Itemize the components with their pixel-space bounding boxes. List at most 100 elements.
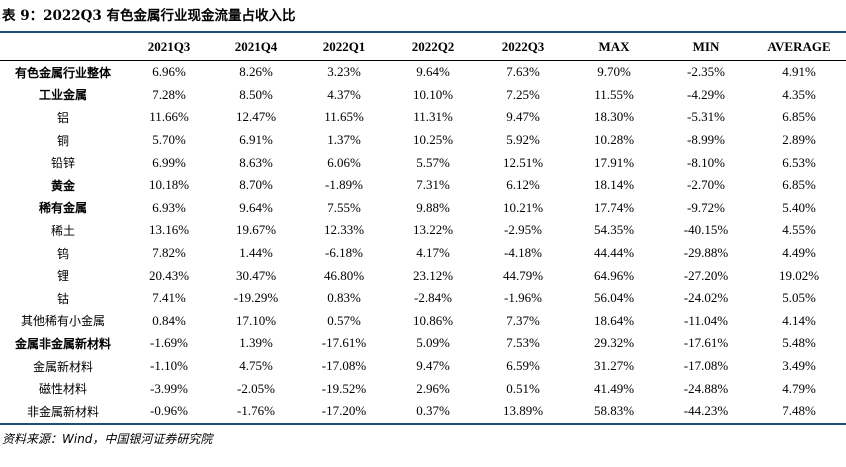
value-cell: -1.76%	[212, 399, 300, 425]
value-cell: 19.67%	[235, 222, 277, 238]
value-cell: 6.91%	[239, 132, 273, 148]
value-cell: 5.40%	[782, 199, 816, 215]
value-cell: 19.02%	[778, 267, 820, 283]
value-cell: 10.21%	[502, 199, 544, 215]
value-cell: -1.96%	[504, 290, 542, 306]
value-cell: 18.64%	[593, 312, 635, 328]
value-cell: 5.05%	[782, 290, 816, 306]
value-cell: 8.26%	[239, 64, 273, 80]
header-cell: 2022Q3	[478, 34, 568, 61]
header-cell: 2022Q2	[388, 34, 478, 61]
row-label: 金属新材料	[32, 359, 93, 374]
value-cell: 9.88%	[416, 199, 450, 215]
table-row: 铜 5.70% 6.91% 1.37% 10.25% 5.92% 10.28% -8.99% 2…	[0, 129, 846, 152]
value-cell: -2.70%	[687, 177, 725, 193]
value-cell: -2.95%	[504, 222, 542, 238]
value-cell: 4.14%	[782, 312, 816, 328]
value-cell: -17.61%	[683, 335, 729, 351]
value-cell: 8.63%	[239, 154, 273, 170]
value-cell: 9.70%	[597, 64, 631, 80]
source-note: 资料来源：Wind，中国银河证券研究院	[2, 432, 213, 446]
value-cell: 0.51%	[506, 380, 540, 396]
value-cell: 6.59%	[506, 358, 540, 374]
value-cell: 7.31%	[416, 177, 450, 193]
table-row: 金属非金属新材料 -1.69% 1.39% -17.61% 5.09% 7.53% 29.3…	[0, 332, 846, 355]
row-label: 工业金属	[38, 88, 87, 103]
value-cell: 64.96%	[593, 267, 635, 283]
value-cell: -27.20%	[683, 267, 729, 283]
value-cell: -1.10%	[150, 358, 188, 374]
table-row: 工业金属 7.28% 8.50% 4.37% 10.10% 7.25% 11.55% -4.2…	[0, 84, 846, 107]
value-cell: 7.28%	[152, 86, 186, 102]
value-cell: 9.47%	[416, 358, 450, 374]
value-cell: -44.23%	[660, 399, 752, 425]
value-cell: 1.39%	[239, 335, 273, 351]
value-cell: -4.18%	[504, 245, 542, 261]
value-cell: 6.85%	[782, 177, 816, 193]
value-cell: 2.96%	[416, 380, 450, 396]
title-divider	[0, 31, 846, 33]
value-cell: 6.99%	[152, 154, 186, 170]
value-cell: 20.43%	[148, 267, 190, 283]
value-cell: 7.37%	[506, 312, 540, 328]
row-label: 铅锌	[50, 156, 75, 171]
row-label: 其他稀有小金属	[20, 314, 105, 329]
value-cell: -0.96%	[126, 399, 212, 425]
header-cell-blank	[0, 34, 126, 61]
value-cell: 7.48%	[752, 399, 846, 425]
value-cell: 0.57%	[327, 312, 361, 328]
table-row: 黄金 10.18% 8.70% -1.89% 7.31% 6.12% 18.14% -2.70…	[0, 174, 846, 197]
value-cell: 5.57%	[416, 154, 450, 170]
value-cell: -8.10%	[687, 154, 725, 170]
table-row: 铝 11.66% 12.47% 11.65% 11.31% 9.47% 18.30% -5.3…	[0, 106, 846, 129]
value-cell: 4.79%	[782, 380, 816, 396]
value-cell: 7.53%	[506, 335, 540, 351]
value-cell: 1.44%	[239, 245, 273, 261]
value-cell: 3.49%	[782, 358, 816, 374]
table-row: 稀土 13.16% 19.67% 12.33% 13.22% -2.95% 54.35% -4…	[0, 219, 846, 242]
value-cell: 6.12%	[506, 177, 540, 193]
value-cell: -19.52%	[321, 380, 367, 396]
row-label: 钨	[56, 246, 69, 261]
value-cell: 44.79%	[502, 267, 544, 283]
value-cell: -4.29%	[687, 86, 725, 102]
value-cell: 7.82%	[152, 245, 186, 261]
value-cell: -2.05%	[237, 380, 275, 396]
value-cell: 11.55%	[594, 86, 634, 102]
value-cell: 10.25%	[412, 132, 454, 148]
value-cell: 18.14%	[593, 177, 635, 193]
value-cell: -9.72%	[687, 199, 725, 215]
value-cell: -2.84%	[414, 290, 452, 306]
value-cell: 12.47%	[235, 109, 277, 125]
value-cell: 5.48%	[782, 335, 816, 351]
value-cell: 46.80%	[323, 267, 365, 283]
table-row: 钴 7.41% -19.29% 0.83% -2.84% -1.96% 56.04% -24.…	[0, 287, 846, 310]
table-row: 有色金属行业整体 6.96% 8.26% 3.23% 9.64% 7.63% 9.70% -2…	[0, 61, 846, 84]
table-title: 表 9：2022Q3 有色金属行业现金流量占收入比	[2, 8, 296, 24]
value-cell: 6.06%	[327, 154, 361, 170]
value-cell: 0.83%	[327, 290, 361, 306]
value-cell: 4.17%	[416, 245, 450, 261]
value-cell: 8.70%	[239, 177, 273, 193]
value-cell: 56.04%	[593, 290, 635, 306]
table-header-row: 2021Q3 2021Q4 2022Q1 2022Q2 2022Q3 MAX MIN AVER…	[0, 34, 846, 61]
row-label: 金属非金属新材料	[14, 336, 111, 351]
value-cell: 31.27%	[593, 358, 635, 374]
value-cell: 6.93%	[152, 199, 186, 215]
table-row: 钨 7.82% 1.44% -6.18% 4.17% -4.18% 44.44% -29.88…	[0, 242, 846, 265]
value-cell: 9.64%	[239, 199, 273, 215]
value-cell: 12.51%	[502, 154, 544, 170]
value-cell: -19.29%	[233, 290, 279, 306]
value-cell: 9.64%	[416, 64, 450, 80]
value-cell: 4.49%	[782, 245, 816, 261]
value-cell: 17.74%	[593, 199, 635, 215]
value-cell: 2.89%	[782, 132, 816, 148]
table-row: 非金属新材料 -0.96% -1.76% -17.20% 0.37% 13.89% 58.8…	[0, 399, 846, 425]
value-cell: -6.18%	[325, 245, 363, 261]
value-cell: 12.33%	[323, 222, 365, 238]
value-cell: 6.96%	[152, 64, 186, 80]
cashflow-ratio-table: 2021Q3 2021Q4 2022Q1 2022Q2 2022Q3 MAX MIN AVER…	[0, 34, 846, 425]
table-row: 锂 20.43% 30.47% 46.80% 23.12% 44.79% 64.96% -27…	[0, 264, 846, 287]
value-cell: 54.35%	[593, 222, 635, 238]
value-cell: -40.15%	[683, 222, 729, 238]
